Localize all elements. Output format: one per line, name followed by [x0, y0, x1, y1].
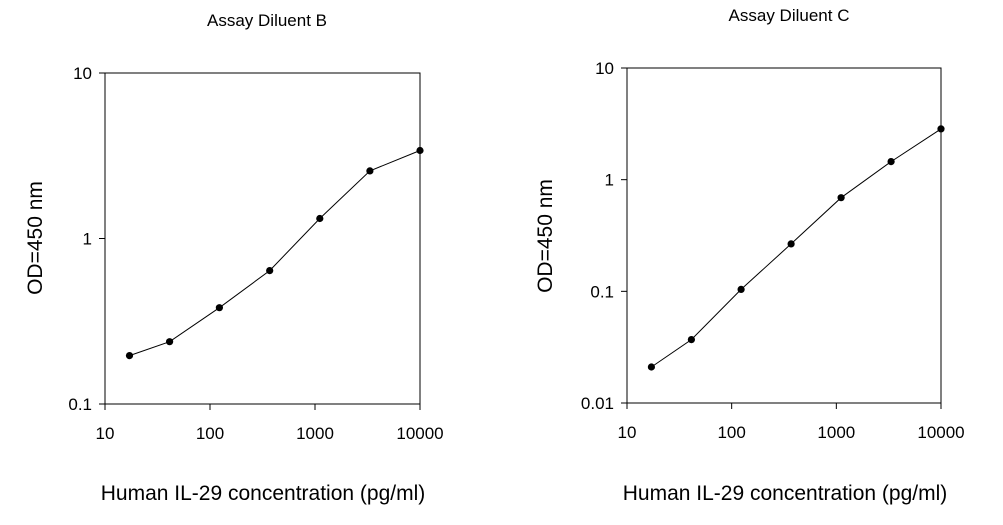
data-point	[647, 363, 655, 371]
y-tick-label: 1	[605, 171, 614, 190]
data-point	[416, 146, 424, 155]
chart-svg-c: Assay Diluent C 10 100 1000 10000 0.01 0.1 1 1…	[534, 6, 965, 505]
data-series	[647, 125, 945, 371]
data-point	[937, 125, 945, 133]
x-tick-label: 100	[196, 424, 224, 443]
data-point	[837, 194, 845, 202]
y-tick-label: 10	[73, 64, 92, 83]
data-point	[166, 338, 174, 346]
y-axis-label: OD=450 nm	[534, 179, 557, 293]
x-tick-label: 100	[717, 423, 745, 442]
y-tick-label: 0.1	[68, 395, 92, 414]
y-tick-label: 1	[83, 230, 92, 249]
chart-title: Assay Diluent B	[207, 11, 327, 30]
data-point	[687, 336, 695, 344]
x-axis: 10 100 1000 10000	[618, 403, 965, 442]
series-line	[129, 150, 421, 357]
data-point	[366, 167, 374, 175]
y-tick-label: 0.1	[590, 282, 614, 301]
chart-title: Assay Diluent C	[729, 6, 850, 25]
x-tick-label: 10000	[396, 424, 443, 443]
x-axis: 10 100 1000 10000	[96, 404, 444, 443]
series-line	[651, 128, 942, 368]
y-axis-label: OD=450 nm	[24, 181, 47, 295]
x-tick-label: 1000	[296, 424, 334, 443]
data-point	[266, 267, 274, 275]
chart-svg-b: Assay Diluent B 10 100 1000 10000 0.1 1 10 OD…	[24, 11, 444, 505]
data-point	[215, 304, 223, 312]
y-axis: 0.01 0.1 1 10	[581, 59, 627, 413]
plot-frame	[626, 67, 942, 404]
data-point	[125, 352, 134, 360]
chart-panel-assay-diluent-c: Assay Diluent C 10 100 1000 10000 0.01 0.1 1 1…	[500, 0, 1003, 525]
x-tick-label: 10	[618, 423, 637, 442]
data-point	[887, 158, 895, 166]
x-axis-label: Human IL-29 concentration (pg/ml)	[101, 482, 426, 505]
x-tick-label: 10	[96, 424, 115, 443]
x-tick-label: 1000	[817, 423, 855, 442]
data-point	[316, 214, 324, 223]
plot-frame	[104, 72, 421, 405]
x-axis-label: Human IL-29 concentration (pg/ml)	[623, 482, 948, 505]
data-point	[787, 240, 795, 248]
y-tick-label: 0.01	[581, 394, 614, 413]
data-series	[125, 146, 424, 360]
data-point	[737, 285, 745, 293]
chart-panel-assay-diluent-b: Assay Diluent B 10 100 1000 10000 0.1 1 10 OD…	[0, 0, 500, 525]
y-tick-label: 10	[595, 59, 614, 78]
y-axis: 0.1 1 10	[68, 64, 105, 414]
x-tick-label: 10000	[917, 423, 964, 442]
